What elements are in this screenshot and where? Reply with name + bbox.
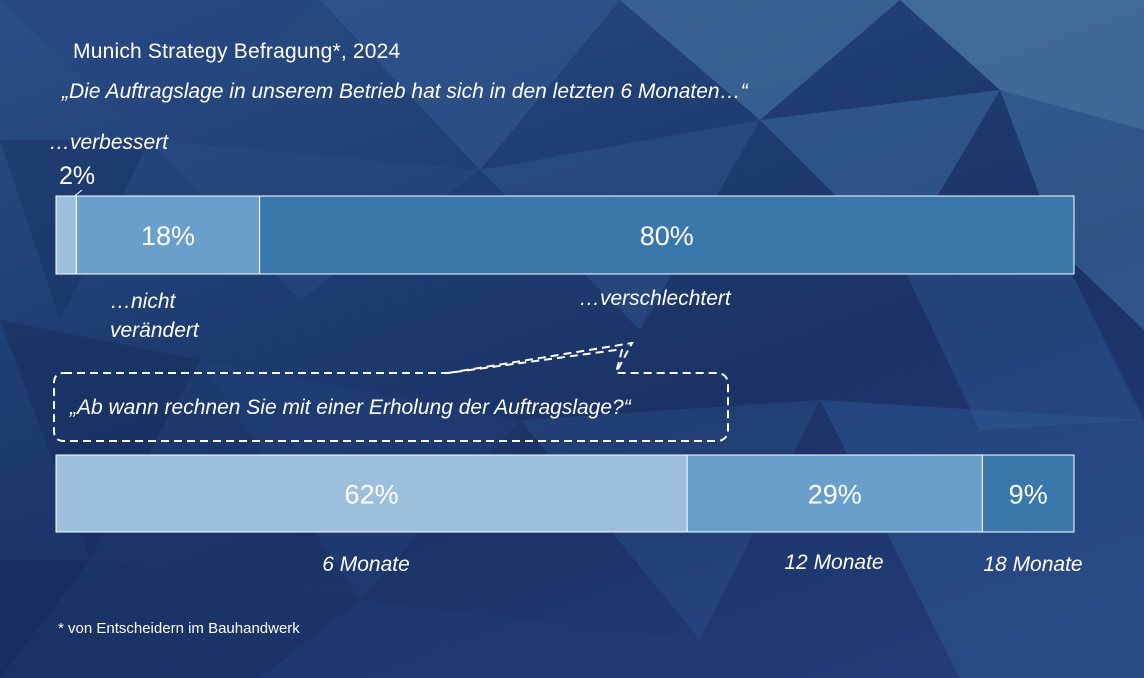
data-label-2-2: 29% [808,480,862,510]
callout-box [53,349,729,442]
bar-segment-2-2 [686,454,983,533]
data-label-1-3: 80% [640,221,694,251]
bar-segment-1-2 [75,195,261,275]
value-label-2: 2% [59,162,96,190]
label-verbessert: …verbessert [49,131,169,154]
chart-title: Munich Strategy Befragung*, 2024 [73,40,401,63]
question-2: „Ab wann rechnen Sie mit einer Erholung … [70,396,631,419]
data-label-2-3: 9% [1009,480,1048,510]
label-18-monate: 18 Monate [983,553,1083,576]
bar-segment-1-3 [259,195,1075,275]
question-1: „Die Auftragslage in unserem Betrieb hat… [62,80,748,103]
label-nicht-veraendert: …nicht verändert [110,290,199,342]
chart-1-bars: 18% 80% [55,195,1075,275]
bar-segment-1-1 [55,195,77,275]
label-verschlechtert: …verschlechtert [579,287,731,310]
data-label-1-2: 18% [141,221,195,251]
label-12-monate: 12 Monate [784,551,884,574]
data-label-2-1: 62% [345,480,399,510]
bar-segment-2-3 [981,454,1075,533]
label-6-monate: 6 Monate [322,553,410,576]
footnote: * von Entscheidern im Bauhandwerk [58,620,300,637]
chart-2-bars: 62% 29% 9% [55,454,1075,533]
callout-pointer [447,341,634,374]
bar-segment-2-1 [55,454,688,533]
